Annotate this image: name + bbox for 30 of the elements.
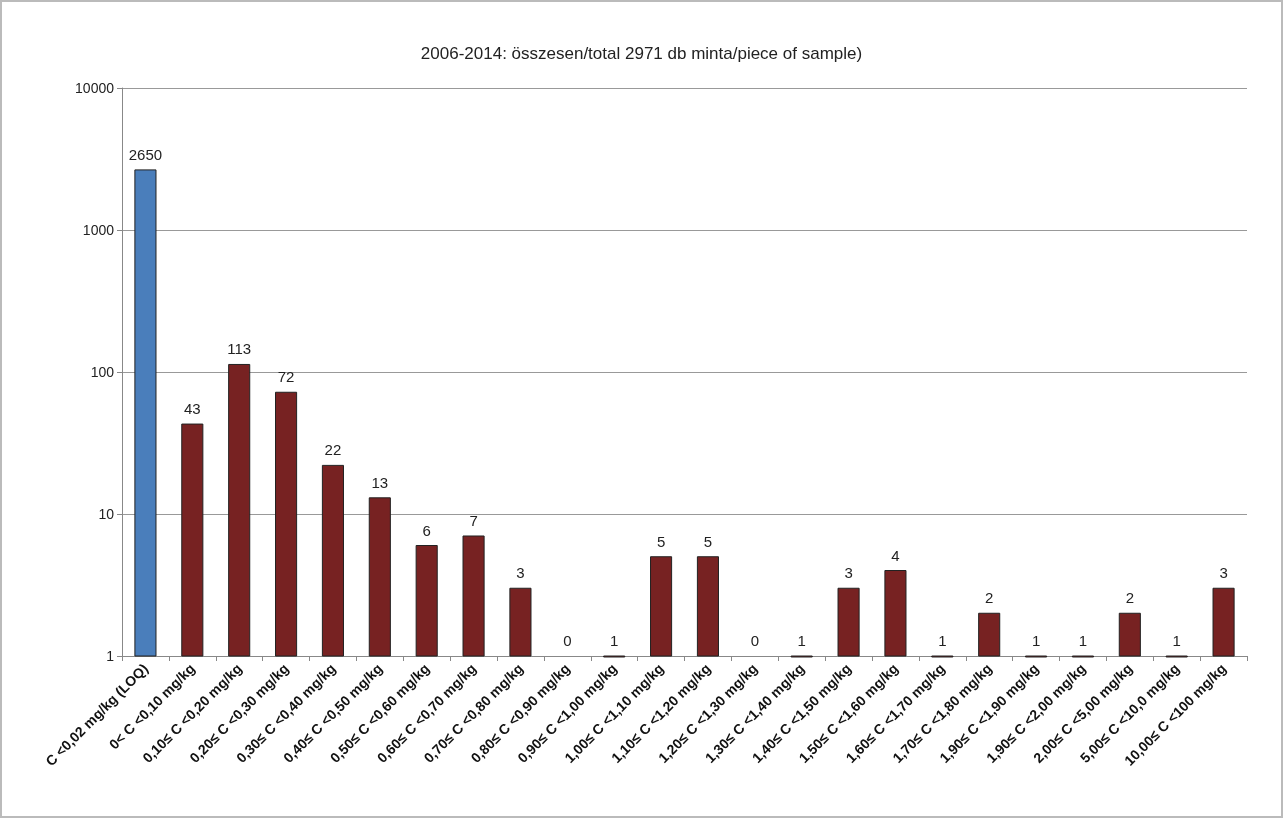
y-tick-label: 1000 [82,222,115,238]
data-label: 5 [656,532,666,550]
y-tick-label: 10000 [75,80,115,96]
y-tick-label: 1 [106,648,115,664]
data-label: 3 [1219,564,1228,582]
data-label: 1 [1031,632,1041,649]
text: 0 [750,632,759,649]
data-label: 22 [324,441,342,459]
data-label: 3 [516,564,525,582]
data-label: 4 [891,546,900,564]
data-label: 6 [422,521,431,539]
chart-title: 2006-2014: összesen/total 2971 db minta/piece of sample) [420,44,863,63]
text: 0 [563,632,572,649]
data-label: 72 [277,368,295,386]
data-label: 13 [371,473,389,491]
data-label: 1 [938,632,947,649]
data-label: 1 [1172,632,1181,649]
data-label: 1 [610,632,619,649]
y-tick-label: 100 [90,364,115,380]
data-label: 5 [703,532,713,550]
data-label: 3 [844,564,853,582]
data-label: 43 [183,400,201,418]
data-label: 1 [1078,632,1088,649]
data-label: 1 [797,632,806,649]
y-tick-label: 10 [98,506,115,522]
data-label: 7 [469,512,478,529]
data-label: 2 [985,589,994,607]
data-label: 113 [227,340,252,358]
data-label: 2 [1125,589,1134,607]
data-label: 2650 [128,145,163,163]
